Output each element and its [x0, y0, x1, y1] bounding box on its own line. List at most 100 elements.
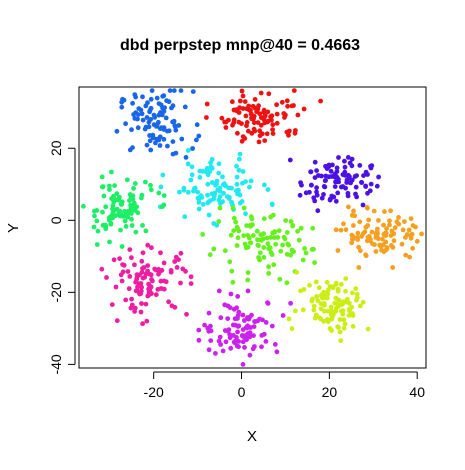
scatter-point	[242, 99, 248, 104]
scatter-point	[363, 169, 369, 175]
scatter-point	[257, 128, 263, 134]
scatter-point	[156, 112, 162, 118]
scatter-point	[190, 146, 196, 151]
scatter-point	[358, 248, 363, 254]
plot-frame	[78, 86, 427, 369]
scatter-point	[349, 156, 355, 162]
scatter-point	[309, 247, 315, 252]
scatter-point	[373, 249, 379, 254]
scatter-point	[146, 124, 152, 130]
scatter-point	[183, 155, 189, 160]
scatter-point	[245, 233, 251, 238]
scatter-point	[315, 298, 321, 303]
scatter-point	[262, 138, 268, 144]
scatter-point	[258, 122, 264, 128]
scatter-point	[269, 323, 275, 329]
scatter-point	[176, 123, 182, 128]
scatter-point	[107, 239, 112, 245]
scatter-point	[145, 263, 151, 268]
scatter-point	[261, 107, 267, 113]
scatter-point	[138, 309, 144, 315]
scatter-point	[389, 228, 395, 234]
scatter-point	[217, 334, 223, 340]
scatter-point	[124, 177, 130, 183]
scatter-point	[289, 326, 295, 331]
scatter-point	[260, 236, 266, 242]
scatter-point	[132, 262, 137, 268]
scatter-point	[324, 291, 330, 296]
scatter-point	[375, 235, 380, 241]
scatter-point	[229, 268, 235, 274]
scatter-point	[81, 203, 86, 209]
scatter-point	[387, 222, 392, 228]
scatter-point	[227, 259, 233, 265]
scatter-point	[143, 179, 148, 185]
scatter-point	[220, 174, 225, 180]
scatter-point	[217, 205, 223, 211]
scatter-point	[329, 328, 334, 333]
scatter-point	[220, 199, 226, 205]
scatter-point	[114, 128, 120, 134]
scatter-point	[338, 227, 344, 233]
scatter-point	[107, 183, 112, 189]
scatter-point	[148, 182, 153, 188]
scatter-point	[228, 232, 234, 238]
scatter-point	[337, 329, 343, 335]
scatter-point	[225, 316, 231, 321]
scatter-point	[185, 161, 191, 167]
scatter-point	[255, 120, 261, 125]
cluster-6	[200, 205, 317, 286]
scatter-point	[406, 227, 412, 233]
scatter-point	[138, 281, 144, 286]
cluster-8	[286, 269, 371, 343]
scatter-point	[252, 319, 257, 324]
scatter-point	[254, 228, 260, 234]
scatter-point	[360, 202, 366, 208]
scatter-point	[311, 307, 317, 313]
scatter-point	[239, 333, 245, 338]
scatter-point	[276, 228, 282, 234]
scatter-point	[131, 186, 137, 191]
scatter-point	[230, 279, 236, 285]
scatter-point	[202, 322, 208, 328]
scatter-point	[208, 338, 214, 343]
scatter-point	[242, 345, 247, 350]
x-tick-label: 0	[238, 384, 246, 400]
scatter-point	[232, 316, 238, 322]
scatter-point	[207, 252, 213, 258]
scatter-point	[123, 224, 129, 229]
scatter-point	[342, 172, 348, 178]
scatter-point	[222, 119, 228, 125]
scatter-point	[129, 216, 134, 222]
scatter-point	[402, 219, 407, 225]
scatter-point	[274, 120, 280, 126]
scatter-point	[196, 206, 202, 212]
scatter-point	[102, 222, 108, 228]
scatter-point	[117, 194, 122, 200]
x-tick-label: -20	[144, 384, 164, 400]
scatter-point	[234, 181, 240, 187]
scatter-point	[376, 218, 381, 223]
scatter-point	[356, 265, 362, 270]
scatter-point	[243, 211, 248, 217]
scatter-point	[290, 223, 296, 228]
scatter-point	[241, 233, 247, 239]
scatter-point	[388, 233, 394, 239]
scatter-point	[265, 187, 271, 192]
scatter-point	[204, 101, 210, 107]
scatter-point	[381, 222, 386, 228]
scatter-point	[251, 324, 257, 329]
scatter-point	[252, 97, 258, 102]
scatter-point	[122, 208, 127, 214]
scatter-point	[196, 199, 202, 205]
scatter-point	[208, 328, 214, 334]
scatter-point	[156, 101, 162, 106]
scatter-point	[232, 322, 238, 328]
scatter-point	[364, 205, 370, 210]
scatter-point	[188, 281, 194, 286]
scatter-point	[354, 291, 360, 297]
scatter-point	[145, 242, 151, 248]
scatter-point	[230, 205, 236, 211]
scatter-point	[226, 117, 231, 123]
scatter-point	[139, 195, 144, 201]
